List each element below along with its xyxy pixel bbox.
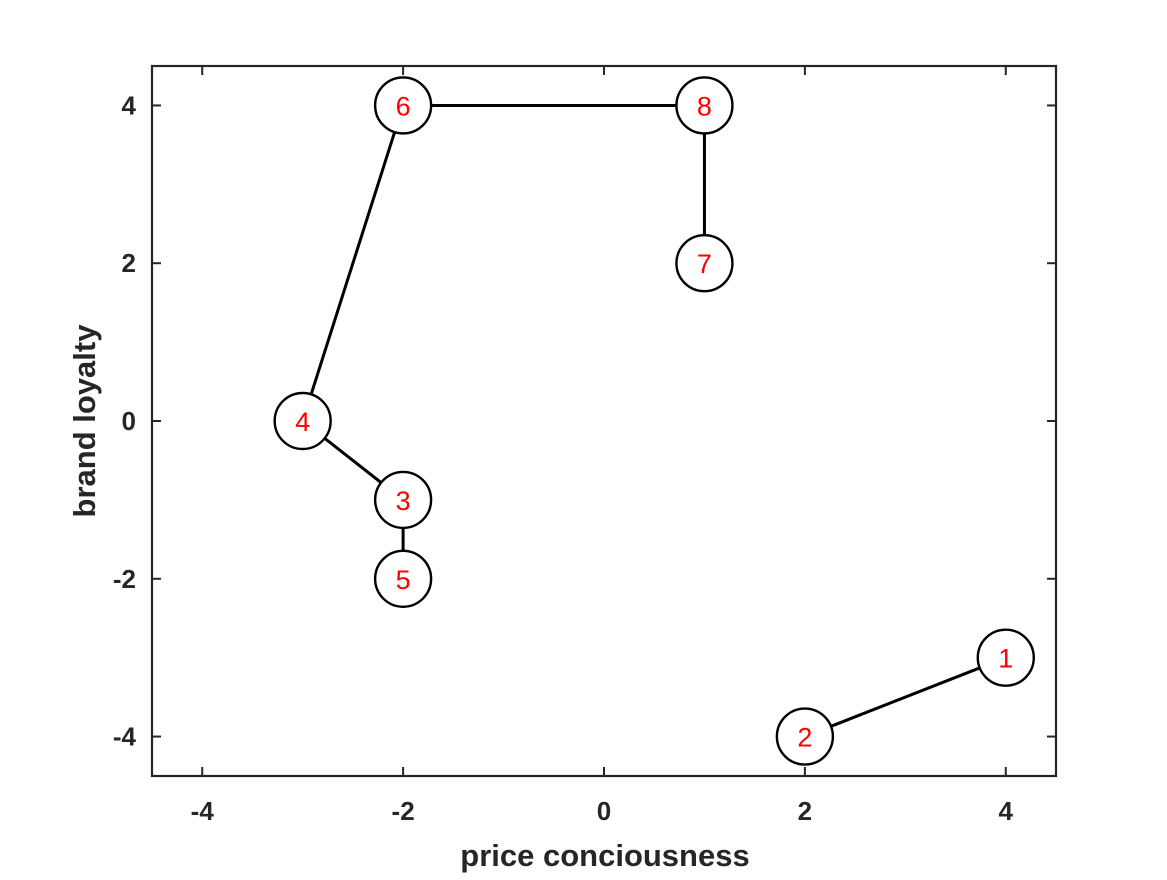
edge-1-2 <box>804 656 1007 738</box>
node-circle <box>373 76 433 135</box>
y-axis-title: brand loyalty <box>67 324 102 518</box>
node-label: 8 <box>697 91 712 121</box>
node-4: 4 <box>273 391 332 451</box>
node-3: 3 <box>373 470 433 530</box>
node-label: 7 <box>697 249 712 279</box>
node-6: 6 <box>373 76 433 135</box>
x-tick-label: -2 <box>392 796 415 826</box>
node-circle <box>675 234 734 293</box>
y-tick-label: -2 <box>113 564 136 594</box>
y-tick-label: 2 <box>122 248 136 278</box>
node-label: 6 <box>396 91 411 121</box>
x-tick-label: 2 <box>798 796 812 826</box>
y-tick-label: 0 <box>122 406 136 436</box>
node-5: 5 <box>373 549 433 608</box>
node-label: 5 <box>396 565 411 595</box>
node-label: 1 <box>998 644 1013 674</box>
x-tick-label: -4 <box>191 796 215 826</box>
node-1: 1 <box>976 628 1035 687</box>
node-7: 7 <box>675 234 734 293</box>
x-axis-title: price conciousness <box>460 838 749 873</box>
node-circle <box>373 470 433 530</box>
edge-4-6 <box>301 104 405 422</box>
y-tick-label: 4 <box>122 90 137 120</box>
node-circle <box>373 549 433 608</box>
node-circle <box>273 391 332 451</box>
node-2: 2 <box>775 707 835 766</box>
node-8: 8 <box>675 76 734 135</box>
axes-layer: -4 -2 0 2 4 -4 -2 0 2 4 <box>113 64 1058 826</box>
node-circle <box>976 628 1035 687</box>
node-circle <box>675 76 734 135</box>
node-label: 3 <box>396 486 411 516</box>
y-tick-label: -4 <box>113 722 137 752</box>
x-tick-label: 4 <box>999 796 1014 826</box>
x-tick-label: 0 <box>597 796 611 826</box>
node-circle <box>775 707 835 766</box>
node-label: 2 <box>797 723 812 753</box>
edges-layer <box>301 103 1007 738</box>
nodes-layer: 1 2 3 4 5 6 7 8 <box>273 76 1035 766</box>
node-label: 4 <box>295 407 310 437</box>
